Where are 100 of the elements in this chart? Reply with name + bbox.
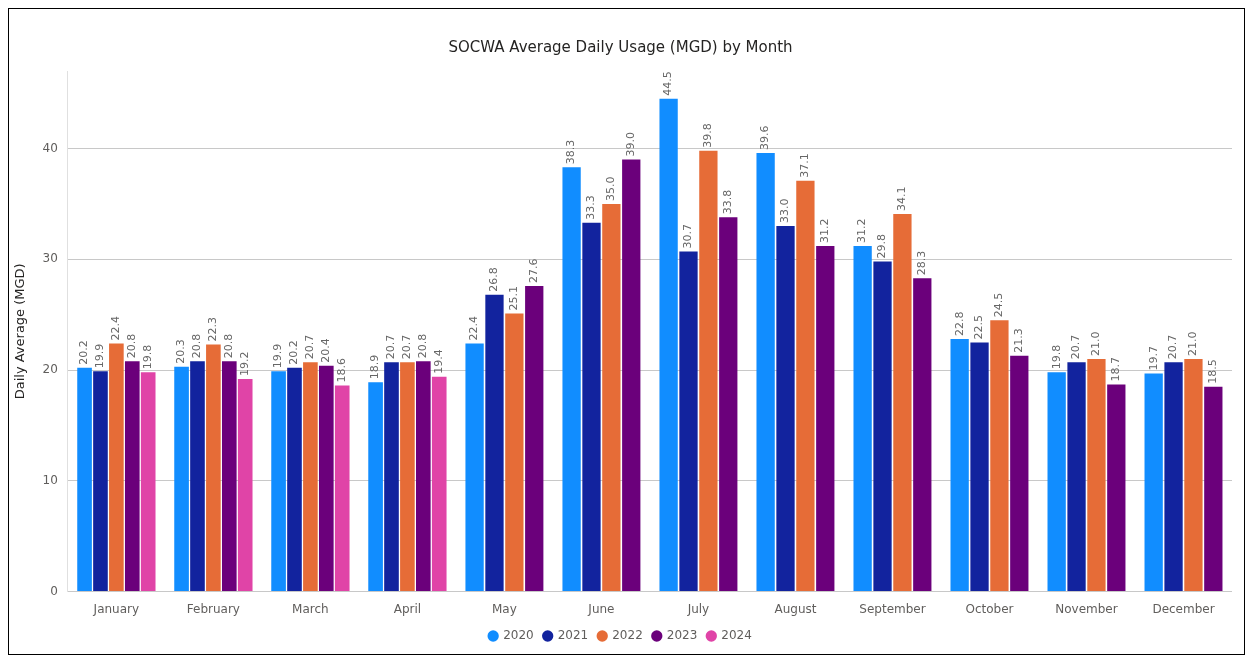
bar bbox=[679, 251, 698, 592]
legend-label: 2024 bbox=[721, 628, 752, 643]
bar bbox=[602, 203, 621, 592]
data-label: 22.4 bbox=[109, 315, 123, 341]
data-label: 33.3 bbox=[584, 195, 598, 220]
y-tick-label: 40 bbox=[42, 140, 58, 155]
data-label: 38.3 bbox=[564, 139, 578, 165]
bar bbox=[893, 213, 912, 592]
data-label: 18.6 bbox=[335, 358, 349, 383]
data-label: 27.6 bbox=[527, 258, 541, 283]
bar bbox=[1107, 384, 1126, 592]
data-label: 18.5 bbox=[1206, 359, 1220, 384]
bar bbox=[1164, 362, 1183, 592]
x-tick-label: March bbox=[292, 601, 329, 616]
bar bbox=[853, 246, 872, 592]
data-label: 20.8 bbox=[125, 333, 139, 359]
legend-label: 2021 bbox=[557, 628, 589, 643]
data-label: 34.1 bbox=[895, 186, 909, 211]
x-tick-label: July bbox=[686, 601, 710, 616]
data-label: 19.7 bbox=[1146, 345, 1160, 371]
bar bbox=[562, 167, 581, 592]
data-label: 20.7 bbox=[384, 334, 398, 360]
bar bbox=[1010, 355, 1029, 592]
data-label: 37.1 bbox=[798, 153, 812, 178]
bar bbox=[950, 339, 969, 592]
bar bbox=[719, 217, 738, 592]
data-label: 39.8 bbox=[701, 123, 715, 148]
bar bbox=[465, 343, 484, 592]
data-label: 20.3 bbox=[174, 339, 188, 364]
bar bbox=[776, 226, 795, 592]
data-label: 29.8 bbox=[875, 234, 889, 259]
y-tick-label: 0 bbox=[50, 583, 58, 598]
data-label: 35.0 bbox=[604, 176, 618, 201]
bar bbox=[659, 98, 678, 592]
data-label: 21.0 bbox=[1089, 331, 1103, 356]
data-label: 20.7 bbox=[1069, 334, 1083, 360]
x-tick-label: August bbox=[774, 601, 817, 616]
legend-label: 2023 bbox=[666, 628, 698, 643]
data-label: 28.3 bbox=[915, 250, 929, 276]
data-label: 30.7 bbox=[681, 224, 695, 249]
data-label: 26.8 bbox=[487, 267, 501, 292]
data-label: 20.7 bbox=[303, 334, 317, 360]
bar bbox=[990, 320, 1009, 592]
data-label: 19.4 bbox=[432, 349, 446, 374]
x-tick-label: May bbox=[492, 601, 517, 616]
bar bbox=[816, 246, 835, 592]
bar bbox=[1087, 358, 1106, 592]
data-label: 39.6 bbox=[758, 125, 772, 150]
data-label: 19.2 bbox=[238, 351, 252, 376]
data-label: 44.5 bbox=[661, 71, 675, 96]
data-label: 31.2 bbox=[818, 218, 832, 244]
bar bbox=[699, 150, 718, 592]
data-label: 22.5 bbox=[972, 314, 986, 340]
data-label: 20.8 bbox=[222, 333, 236, 359]
y-tick-label: 10 bbox=[42, 472, 58, 487]
data-label: 19.9 bbox=[271, 343, 285, 369]
bar bbox=[1144, 373, 1163, 592]
data-label: 20.2 bbox=[77, 340, 91, 365]
data-label: 22.8 bbox=[952, 311, 966, 337]
bar bbox=[756, 152, 775, 592]
chart-title: SOCWA Average Daily Usage (MGD) by Month bbox=[448, 37, 793, 56]
bar bbox=[505, 313, 524, 592]
bar bbox=[1067, 362, 1086, 592]
bar bbox=[525, 285, 544, 592]
data-label: 25.1 bbox=[507, 286, 521, 311]
y-axis-title: Daily Average (MGD) bbox=[12, 263, 28, 400]
data-label: 22.4 bbox=[467, 315, 481, 341]
data-label: 20.8 bbox=[190, 333, 204, 359]
data-label: 18.7 bbox=[1109, 356, 1123, 382]
x-tick-label: January bbox=[92, 601, 140, 616]
data-label: 18.9 bbox=[368, 354, 382, 380]
bar bbox=[1184, 358, 1203, 592]
data-label: 20.2 bbox=[287, 340, 301, 365]
data-label: 39.0 bbox=[624, 132, 638, 157]
x-tick-label: September bbox=[859, 601, 926, 616]
x-tick-label: December bbox=[1152, 601, 1215, 616]
data-label: 21.3 bbox=[1012, 328, 1026, 353]
data-label: 19.8 bbox=[141, 344, 155, 370]
x-tick-label: June bbox=[587, 601, 615, 616]
bar bbox=[796, 180, 815, 592]
data-label: 31.2 bbox=[855, 218, 869, 244]
bar bbox=[1204, 386, 1223, 592]
bar bbox=[622, 159, 641, 592]
data-label: 20.7 bbox=[1166, 334, 1180, 360]
bar bbox=[334, 385, 350, 592]
data-label: 22.3 bbox=[206, 317, 220, 342]
data-label: 33.0 bbox=[778, 198, 792, 224]
bar bbox=[913, 278, 932, 592]
bar bbox=[237, 378, 253, 592]
data-label: 21.0 bbox=[1186, 331, 1200, 356]
data-label: 33.8 bbox=[721, 189, 735, 215]
data-label: 24.5 bbox=[992, 292, 1006, 318]
data-label: 20.7 bbox=[400, 334, 414, 360]
y-tick-label: 20 bbox=[42, 362, 58, 377]
legend-label: 2022 bbox=[612, 628, 643, 643]
x-tick-label: October bbox=[965, 601, 1014, 616]
bar bbox=[485, 294, 504, 592]
bar bbox=[140, 372, 156, 592]
bar bbox=[873, 261, 892, 592]
legend-label: 2020 bbox=[503, 628, 534, 643]
